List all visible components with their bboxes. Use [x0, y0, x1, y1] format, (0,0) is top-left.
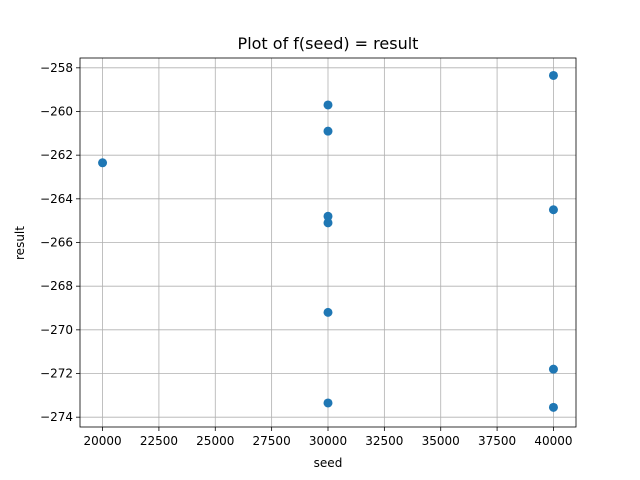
- x-axis-title: seed: [314, 456, 343, 470]
- x-tick-label: 20000: [83, 434, 121, 448]
- data-point: [98, 158, 108, 168]
- data-point: [323, 211, 333, 221]
- y-tick-label: −274: [40, 410, 73, 424]
- y-tick-label: −270: [40, 323, 73, 337]
- data-point: [323, 307, 333, 317]
- x-tick-label: 35000: [422, 434, 460, 448]
- data-point: [323, 398, 333, 408]
- data-point: [548, 70, 558, 80]
- y-axis-title: result: [13, 226, 27, 260]
- data-points: [98, 70, 558, 412]
- x-tick-label: 22500: [140, 434, 178, 448]
- x-tick-label: 32500: [365, 434, 403, 448]
- chart-title: Plot of f(seed) = result: [238, 34, 419, 53]
- data-point: [548, 402, 558, 412]
- data-point: [323, 126, 333, 136]
- y-axis: −258 −260 −262 −264 −266 −268 −270 −272 −274: [40, 61, 80, 424]
- x-tick-label: 27500: [253, 434, 291, 448]
- data-point: [323, 100, 333, 110]
- grid: [80, 58, 576, 427]
- x-axis: 20000 22500 25000 27500 30000 32500 35000 37500…: [83, 427, 573, 448]
- x-tick-label: 37500: [478, 434, 516, 448]
- x-tick-label: 30000: [309, 434, 347, 448]
- y-tick-label: −260: [40, 104, 73, 118]
- x-tick-label: 40000: [534, 434, 572, 448]
- data-point: [548, 205, 558, 215]
- y-tick-label: −268: [40, 279, 73, 293]
- y-tick-label: −266: [40, 236, 73, 250]
- x-tick-label: 25000: [196, 434, 234, 448]
- y-tick-label: −272: [40, 367, 73, 381]
- y-tick-label: −258: [40, 61, 73, 75]
- y-tick-label: −262: [40, 148, 73, 162]
- data-point: [323, 218, 333, 228]
- data-point: [548, 364, 558, 374]
- y-tick-label: −264: [40, 192, 73, 206]
